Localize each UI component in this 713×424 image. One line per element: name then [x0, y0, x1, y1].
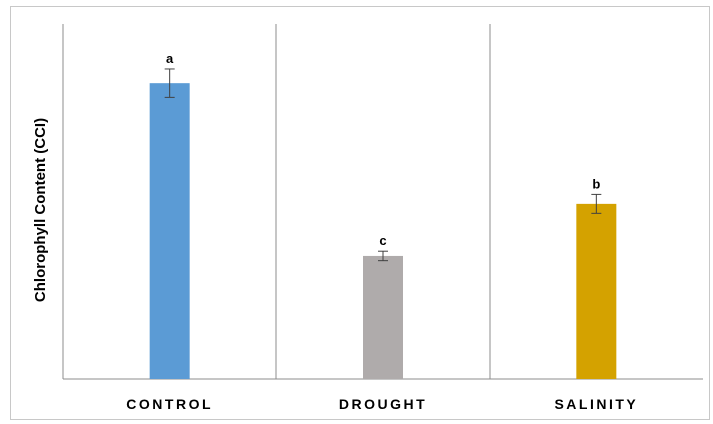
bars: [149, 83, 617, 380]
y-axis-title: Chlorophyll Content (CCI): [32, 118, 49, 302]
significance-label-salinity: b: [592, 176, 600, 191]
significance-label-drought: c: [379, 233, 386, 248]
bar-salinity: [576, 203, 617, 379]
category-label-drought: DROUGHT: [339, 396, 427, 412]
error-bar-control: [164, 68, 175, 98]
error-bar-drought: [378, 250, 388, 262]
bar-control: [149, 83, 190, 380]
error-bar-salinity: [591, 193, 602, 214]
significance-labels: a c b: [166, 51, 600, 248]
category-labels: CONTROL DROUGHT SALINITY: [126, 396, 638, 412]
bar-drought: [363, 255, 403, 379]
plot-area: a c b CONTROL DROUGHT SALINITY: [62, 24, 703, 412]
category-label-salinity: SALINITY: [554, 396, 638, 412]
error-bars: [164, 68, 602, 262]
significance-label-control: a: [166, 51, 174, 66]
category-label-control: CONTROL: [126, 396, 213, 412]
